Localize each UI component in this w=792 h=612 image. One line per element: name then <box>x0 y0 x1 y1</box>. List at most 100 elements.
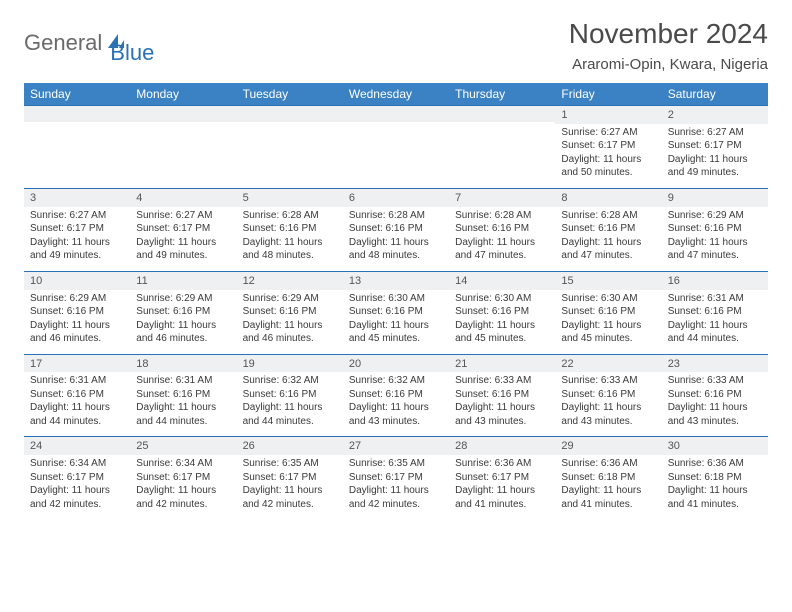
day-cell: 25Sunrise: 6:34 AMSunset: 6:17 PMDayligh… <box>130 437 236 519</box>
header: General Blue November 2024 Araromi-Opin,… <box>24 18 768 73</box>
calendar-week-row: 17Sunrise: 6:31 AMSunset: 6:16 PMDayligh… <box>24 354 768 437</box>
day-number: 5 <box>237 189 343 207</box>
sunrise-line: Sunrise: 6:30 AM <box>561 292 655 306</box>
sunrise-line: Sunrise: 6:33 AM <box>455 374 549 388</box>
day-details: Sunrise: 6:36 AMSunset: 6:18 PMDaylight:… <box>555 455 661 519</box>
daylight-line: Daylight: 11 hours and 49 minutes. <box>136 236 230 263</box>
daylight-line: Daylight: 11 hours and 44 minutes. <box>30 401 124 428</box>
day-number: 20 <box>343 355 449 373</box>
sunset-line: Sunset: 6:16 PM <box>30 305 124 319</box>
sunset-line: Sunset: 6:16 PM <box>455 305 549 319</box>
day-cell: 13Sunrise: 6:30 AMSunset: 6:16 PMDayligh… <box>343 271 449 354</box>
day-number: 10 <box>24 272 130 290</box>
logo: General Blue <box>24 18 154 66</box>
day-details: Sunrise: 6:35 AMSunset: 6:17 PMDaylight:… <box>237 455 343 519</box>
calendar-week-row: 3Sunrise: 6:27 AMSunset: 6:17 PMDaylight… <box>24 188 768 271</box>
sunset-line: Sunset: 6:16 PM <box>349 222 443 236</box>
day-details: Sunrise: 6:34 AMSunset: 6:17 PMDaylight:… <box>130 455 236 519</box>
day-number: 8 <box>555 189 661 207</box>
daylight-line: Daylight: 11 hours and 44 minutes. <box>668 319 762 346</box>
day-details: Sunrise: 6:35 AMSunset: 6:17 PMDaylight:… <box>343 455 449 519</box>
day-number: 14 <box>449 272 555 290</box>
day-details: Sunrise: 6:36 AMSunset: 6:18 PMDaylight:… <box>662 455 768 519</box>
sunrise-line: Sunrise: 6:33 AM <box>668 374 762 388</box>
day-number: 6 <box>343 189 449 207</box>
empty-day-cell <box>449 106 555 189</box>
day-details: Sunrise: 6:34 AMSunset: 6:17 PMDaylight:… <box>24 455 130 519</box>
daylight-line: Daylight: 11 hours and 42 minutes. <box>136 484 230 511</box>
day-cell: 28Sunrise: 6:36 AMSunset: 6:17 PMDayligh… <box>449 437 555 519</box>
day-number: 13 <box>343 272 449 290</box>
weekday-header: Thursday <box>449 83 555 106</box>
daylight-line: Daylight: 11 hours and 44 minutes. <box>136 401 230 428</box>
sunset-line: Sunset: 6:16 PM <box>136 388 230 402</box>
sunrise-line: Sunrise: 6:28 AM <box>243 209 337 223</box>
day-cell: 4Sunrise: 6:27 AMSunset: 6:17 PMDaylight… <box>130 188 236 271</box>
sunset-line: Sunset: 6:17 PM <box>243 471 337 485</box>
sunset-line: Sunset: 6:16 PM <box>561 388 655 402</box>
day-cell: 6Sunrise: 6:28 AMSunset: 6:16 PMDaylight… <box>343 188 449 271</box>
day-number: 16 <box>662 272 768 290</box>
sunrise-line: Sunrise: 6:27 AM <box>561 126 655 140</box>
day-number: 7 <box>449 189 555 207</box>
daylight-line: Daylight: 11 hours and 43 minutes. <box>455 401 549 428</box>
day-number: 1 <box>555 106 661 124</box>
sunset-line: Sunset: 6:16 PM <box>561 305 655 319</box>
day-details: Sunrise: 6:28 AMSunset: 6:16 PMDaylight:… <box>237 207 343 271</box>
day-details: Sunrise: 6:28 AMSunset: 6:16 PMDaylight:… <box>555 207 661 271</box>
daylight-line: Daylight: 11 hours and 47 minutes. <box>668 236 762 263</box>
sunrise-line: Sunrise: 6:30 AM <box>349 292 443 306</box>
sunrise-line: Sunrise: 6:28 AM <box>455 209 549 223</box>
day-details: Sunrise: 6:29 AMSunset: 6:16 PMDaylight:… <box>24 290 130 354</box>
day-number: 4 <box>130 189 236 207</box>
day-number: 12 <box>237 272 343 290</box>
day-cell: 14Sunrise: 6:30 AMSunset: 6:16 PMDayligh… <box>449 271 555 354</box>
sunset-line: Sunset: 6:16 PM <box>30 388 124 402</box>
day-details: Sunrise: 6:29 AMSunset: 6:16 PMDaylight:… <box>662 207 768 271</box>
day-details: Sunrise: 6:31 AMSunset: 6:16 PMDaylight:… <box>130 372 236 436</box>
day-number: 3 <box>24 189 130 207</box>
page-title: November 2024 <box>569 18 768 50</box>
day-details: Sunrise: 6:33 AMSunset: 6:16 PMDaylight:… <box>662 372 768 436</box>
sunrise-line: Sunrise: 6:34 AM <box>30 457 124 471</box>
sunset-line: Sunset: 6:16 PM <box>243 305 337 319</box>
calendar-week-row: 1Sunrise: 6:27 AMSunset: 6:17 PMDaylight… <box>24 106 768 189</box>
sunset-line: Sunset: 6:17 PM <box>136 222 230 236</box>
daylight-line: Daylight: 11 hours and 48 minutes. <box>243 236 337 263</box>
day-cell: 15Sunrise: 6:30 AMSunset: 6:16 PMDayligh… <box>555 271 661 354</box>
sunset-line: Sunset: 6:16 PM <box>349 388 443 402</box>
day-details: Sunrise: 6:29 AMSunset: 6:16 PMDaylight:… <box>130 290 236 354</box>
day-cell: 12Sunrise: 6:29 AMSunset: 6:16 PMDayligh… <box>237 271 343 354</box>
empty-day-cell <box>24 106 130 189</box>
day-details: Sunrise: 6:30 AMSunset: 6:16 PMDaylight:… <box>555 290 661 354</box>
daylight-line: Daylight: 11 hours and 42 minutes. <box>243 484 337 511</box>
day-details: Sunrise: 6:33 AMSunset: 6:16 PMDaylight:… <box>449 372 555 436</box>
sunrise-line: Sunrise: 6:32 AM <box>243 374 337 388</box>
location-label: Araromi-Opin, Kwara, Nigeria <box>569 56 768 73</box>
day-cell: 30Sunrise: 6:36 AMSunset: 6:18 PMDayligh… <box>662 437 768 519</box>
day-number: 18 <box>130 355 236 373</box>
daylight-line: Daylight: 11 hours and 41 minutes. <box>561 484 655 511</box>
sunrise-line: Sunrise: 6:27 AM <box>668 126 762 140</box>
day-details: Sunrise: 6:28 AMSunset: 6:16 PMDaylight:… <box>449 207 555 271</box>
day-number: 15 <box>555 272 661 290</box>
sunrise-line: Sunrise: 6:35 AM <box>349 457 443 471</box>
day-cell: 11Sunrise: 6:29 AMSunset: 6:16 PMDayligh… <box>130 271 236 354</box>
day-number: 19 <box>237 355 343 373</box>
sunrise-line: Sunrise: 6:28 AM <box>561 209 655 223</box>
day-details: Sunrise: 6:29 AMSunset: 6:16 PMDaylight:… <box>237 290 343 354</box>
daylight-line: Daylight: 11 hours and 43 minutes. <box>561 401 655 428</box>
day-number: 26 <box>237 437 343 455</box>
day-cell: 27Sunrise: 6:35 AMSunset: 6:17 PMDayligh… <box>343 437 449 519</box>
sunset-line: Sunset: 6:16 PM <box>349 305 443 319</box>
day-cell: 16Sunrise: 6:31 AMSunset: 6:16 PMDayligh… <box>662 271 768 354</box>
day-number: 28 <box>449 437 555 455</box>
weekday-header-row: Sunday Monday Tuesday Wednesday Thursday… <box>24 83 768 106</box>
day-details: Sunrise: 6:31 AMSunset: 6:16 PMDaylight:… <box>24 372 130 436</box>
day-number: 25 <box>130 437 236 455</box>
day-cell: 2Sunrise: 6:27 AMSunset: 6:17 PMDaylight… <box>662 106 768 189</box>
day-details: Sunrise: 6:27 AMSunset: 6:17 PMDaylight:… <box>24 207 130 271</box>
daylight-line: Daylight: 11 hours and 46 minutes. <box>136 319 230 346</box>
day-number: 23 <box>662 355 768 373</box>
day-details: Sunrise: 6:27 AMSunset: 6:17 PMDaylight:… <box>555 124 661 188</box>
